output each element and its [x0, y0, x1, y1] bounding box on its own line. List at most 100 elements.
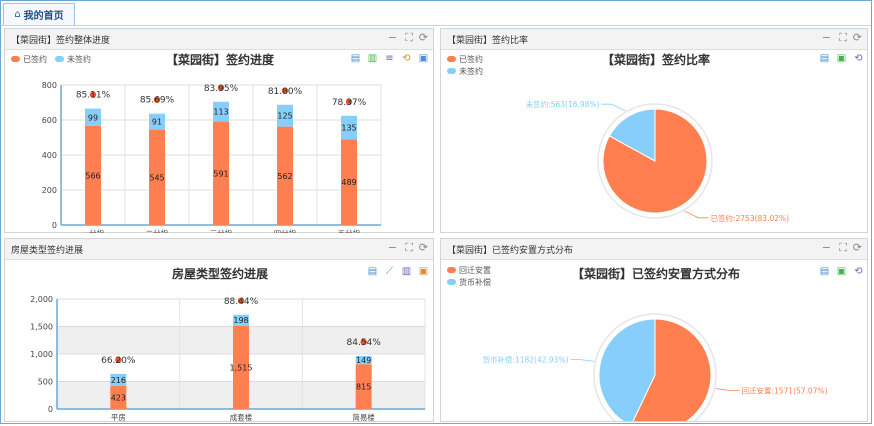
pie-label-line — [570, 359, 595, 362]
bar-signed — [355, 364, 372, 409]
bar-unsigned — [277, 104, 293, 127]
panel-sign-ratio: 【菜园街】签约比率 − ⛶ ⟳ 已签约 未签约 【菜园街】签约比率 ▤ ▣ ⟲ … — [440, 28, 868, 233]
chart-toolbox: ▤ ▥ ≡ ⟲ ▣ — [350, 53, 429, 64]
data-label-signed: 1,515 — [230, 363, 253, 372]
refresh-icon[interactable]: ⟳ — [418, 31, 428, 44]
minimize-icon[interactable]: − — [821, 31, 831, 44]
panel-sign-progress: 【菜园街】签约整体进度 − ⛶ ⟳ 已签约 未签约 【菜园街】签约进度 ▤ ▥ … — [4, 28, 434, 233]
data-label-unsigned: 135 — [341, 124, 356, 133]
data-view-icon[interactable]: ▤ — [819, 266, 830, 277]
panel-title: 【菜园街】签约比率 — [447, 36, 529, 46]
data-label-signed: 566 — [85, 171, 100, 180]
data-label-signed: 423 — [111, 393, 126, 402]
bar-unsigned — [341, 115, 357, 140]
data-label-unsigned: 113 — [213, 108, 228, 117]
legend-item-unsigned[interactable]: 未签约 — [55, 53, 91, 65]
percent-label: 85.69% — [140, 96, 175, 106]
data-label-signed: 591 — [213, 169, 228, 178]
maximize-icon[interactable]: ⛶ — [405, 31, 413, 44]
tab-home[interactable]: ⌂ 我的首页 — [3, 3, 75, 25]
x-tick-label: 平房 — [111, 412, 126, 421]
restore-icon[interactable]: ⟲ — [854, 266, 863, 277]
legend-item-signed[interactable]: 已签约 — [447, 53, 483, 65]
minimize-icon[interactable]: − — [387, 241, 397, 254]
percent-marker — [345, 98, 353, 105]
y-tick-label: 0 — [52, 221, 57, 230]
bar-switch-icon[interactable]: ▥ — [401, 266, 412, 277]
pie-outline — [597, 103, 713, 219]
legend-item-unsigned[interactable]: 未签约 — [447, 65, 483, 77]
resettle-pie: 回迁安置:1571(57.07%) 货币补偿:1182(42.93%) — [482, 313, 828, 421]
chart-title: 【菜园街】签约进度 — [165, 53, 274, 67]
chart-toolbox: ▤ ⟋ ▥ ▣ — [367, 266, 429, 277]
legend-item-return[interactable]: 回迁安置 — [447, 264, 491, 276]
bar-unsigned — [355, 355, 372, 365]
y-tick-label: 600 — [42, 116, 57, 125]
bar-switch-icon[interactable]: ▥ — [367, 53, 378, 64]
bar-signed — [341, 139, 357, 225]
panel-housing-progress: 房屋类型签约进展 − ⛶ ⟳ 房屋类型签约进展 ▤ ⟋ ▥ ▣ 0 500 1,00… — [4, 238, 434, 422]
panel-title: 【菜园街】签约整体进度 — [11, 36, 111, 46]
data-view-icon[interactable]: ▤ — [350, 53, 361, 64]
y-tick-label: 400 — [42, 151, 57, 160]
percent-label: 85.11% — [76, 91, 111, 101]
percent-label: 78.37% — [332, 98, 367, 108]
bar-signed — [85, 125, 101, 225]
restore-icon[interactable]: ⟲ — [402, 53, 411, 64]
y-tick-label: 1,000 — [30, 350, 53, 359]
chart-toolbox: ▤ ▣ ⟲ — [819, 53, 864, 64]
bar-signed — [213, 121, 229, 225]
y-tick-label: 0 — [48, 405, 53, 414]
panel-header: 房屋类型签约进展 − ⛶ ⟳ — [5, 239, 433, 260]
save-image-icon[interactable]: ▣ — [836, 53, 847, 64]
data-view-icon[interactable]: ▤ — [367, 266, 378, 277]
percent-label: 84.54% — [347, 338, 382, 348]
data-label-unsigned: 216 — [111, 376, 126, 385]
maximize-icon[interactable]: ⛶ — [839, 241, 847, 254]
minimize-icon[interactable]: − — [387, 31, 397, 44]
legend-item-money[interactable]: 货币补偿 — [447, 276, 491, 288]
data-label-unsigned: 125 — [277, 112, 292, 121]
percent-marker — [281, 87, 289, 94]
x-tick-label: 四分指 — [274, 228, 297, 233]
pie-label-line — [601, 103, 626, 112]
maximize-icon[interactable]: ⛶ — [839, 31, 847, 44]
y-tick-label: 2,000 — [30, 295, 53, 304]
pie-label: 货币补偿:1182(42.93%) — [482, 355, 568, 365]
pie-label: 未签约:563(16.98%) — [526, 99, 600, 109]
x-tick-label: 简易楼 — [352, 412, 375, 421]
chart-title: 房屋类型签约进展 — [171, 267, 268, 281]
line-switch-icon[interactable]: ⟋ — [386, 266, 393, 277]
pie-label-line — [715, 388, 740, 391]
refresh-icon[interactable]: ⟳ — [852, 31, 862, 44]
legend-item-signed[interactable]: 已签约 — [11, 53, 47, 65]
bar-signed — [149, 129, 165, 225]
stack-switch-icon[interactable]: ≡ — [385, 53, 394, 64]
pie-label-line — [684, 210, 709, 219]
bar-signed — [233, 325, 249, 409]
y-tick-label: 200 — [42, 186, 57, 195]
chart-toolbox: ▤ ▣ ⟲ — [819, 266, 864, 277]
save-image-icon[interactable]: ▣ — [836, 266, 847, 277]
refresh-icon[interactable]: ⟳ — [418, 241, 428, 254]
data-label-unsigned: 99 — [88, 113, 98, 122]
data-label-unsigned: 198 — [233, 316, 248, 325]
restore-icon[interactable]: ⟲ — [854, 53, 863, 64]
minimize-icon[interactable]: − — [821, 241, 831, 254]
save-image-icon[interactable]: ▣ — [418, 53, 429, 64]
data-label-unsigned: 91 — [152, 118, 162, 127]
panel-title: 【菜园街】已签约安置方式分布 — [447, 246, 574, 256]
tab-bar: ⌂ 我的首页 — [1, 1, 871, 26]
data-view-icon[interactable]: ▤ — [819, 53, 830, 64]
bar-unsigned — [213, 101, 229, 122]
percent-label: 66.20% — [101, 356, 136, 366]
x-tick-label: 成套楼 — [230, 412, 253, 421]
chart-legend: 已签约 未签约 — [447, 53, 491, 77]
save-image-icon[interactable]: ▣ — [418, 266, 429, 277]
x-tick-label: 三分指 — [210, 228, 233, 233]
maximize-icon[interactable]: ⛶ — [405, 241, 413, 254]
refresh-icon[interactable]: ⟳ — [852, 241, 862, 254]
chart-legend: 回迁安置 货币补偿 — [447, 264, 499, 288]
percent-marker — [89, 91, 97, 98]
